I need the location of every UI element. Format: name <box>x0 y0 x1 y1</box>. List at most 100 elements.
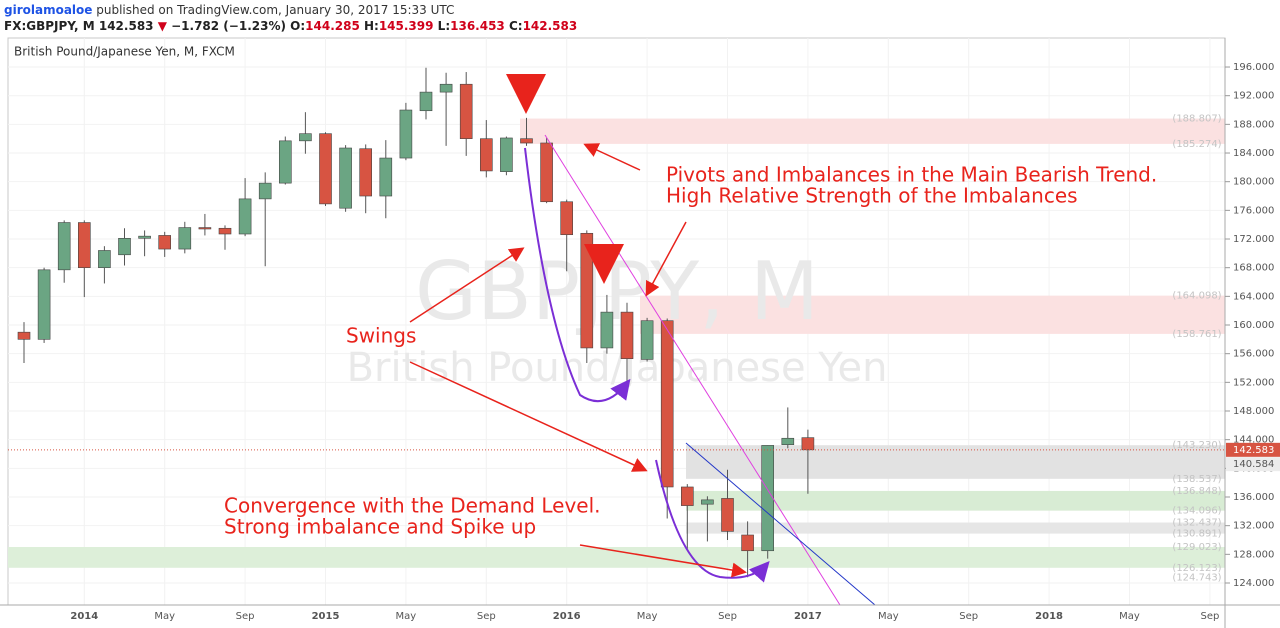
watermark-name: British Pound/Japanese Yen <box>347 345 888 391</box>
trend-line <box>544 134 841 606</box>
y-tick-label: 156.000 <box>1233 349 1274 360</box>
candle-body <box>660 320 674 488</box>
header-text: 136.453 <box>450 19 509 33</box>
y-tick-label: 128.000 <box>1233 549 1274 560</box>
x-tick-label: 2014 <box>70 611 98 622</box>
swing-curve <box>524 147 631 403</box>
y-tick-label: 168.000 <box>1233 263 1274 274</box>
zone <box>686 522 1225 534</box>
zone-label: (132.437) <box>1172 518 1221 529</box>
zone <box>520 118 1225 144</box>
candle-body <box>640 320 654 360</box>
candle-body <box>540 142 553 203</box>
annotation: Strong imbalance and Spike up <box>224 515 536 539</box>
x-tick-label: May <box>637 611 658 622</box>
x-tick-label: 2018 <box>1035 611 1063 622</box>
candle-body <box>761 445 775 552</box>
header-text: C: <box>509 19 523 33</box>
zone-label: (134.096) <box>1172 506 1221 517</box>
candle-body <box>479 138 493 172</box>
x-tick-label: May <box>396 611 417 622</box>
zone-label: (129.023) <box>1172 542 1221 553</box>
level-label: (124.743) <box>1172 573 1221 584</box>
header-text: L: <box>438 19 450 33</box>
header-text: 145.399 <box>379 19 438 33</box>
x-tick-label: Sep <box>959 611 978 622</box>
y-tick-label: 160.000 <box>1233 320 1274 331</box>
candle-body <box>439 83 453 93</box>
header-text: 144.285 <box>305 19 364 33</box>
candle-body <box>118 237 131 256</box>
candle-body <box>78 222 91 268</box>
header-text: O: <box>290 19 305 33</box>
zone-label: (164.098) <box>1172 291 1221 302</box>
zone <box>640 295 1225 334</box>
price-marker-box <box>1226 457 1280 472</box>
y-tick-label: 196.000 <box>1233 62 1274 73</box>
zone <box>8 547 1225 568</box>
candle-body <box>138 235 151 239</box>
header-text: published on TradingView.com, January 30… <box>92 3 454 17</box>
candle-body <box>620 311 634 359</box>
last-price-label: 142.583 <box>1233 445 1274 456</box>
candle-body <box>98 250 111 268</box>
x-tick-label: Sep <box>236 611 255 622</box>
candle-body <box>580 232 594 349</box>
candle-body <box>359 148 373 197</box>
y-tick-label: 152.000 <box>1233 377 1274 388</box>
zone-label: (130.891) <box>1172 529 1221 540</box>
candle-body <box>198 227 212 230</box>
x-tick-label: May <box>154 611 175 622</box>
candle-body <box>379 157 393 197</box>
x-tick-label: May <box>1119 611 1140 622</box>
annotation-arrow <box>409 361 648 472</box>
y-tick-label: 184.000 <box>1233 148 1274 159</box>
x-tick-label: 2015 <box>312 611 340 622</box>
candle-body <box>600 311 614 349</box>
header-text: H: <box>364 19 379 33</box>
chart-title: British Pound/Japanese Yen, M, FXCM <box>14 45 235 59</box>
x-tick-label: 2017 <box>794 611 822 622</box>
annotation-arrow <box>579 544 747 578</box>
candle-body <box>299 133 312 142</box>
y-tick-label: 132.000 <box>1233 521 1274 532</box>
annotation: High Relative Strength of the Imbalances <box>666 184 1078 208</box>
x-tick-label: Sep <box>1200 611 1219 622</box>
annotation: Swings <box>346 324 416 348</box>
y-tick-label: 144.000 <box>1233 435 1274 446</box>
last-price-box <box>1226 442 1280 457</box>
candle-body <box>158 235 171 250</box>
candle-body <box>560 201 574 236</box>
y-tick-label: 192.000 <box>1233 91 1274 102</box>
candle-body <box>701 499 714 505</box>
candle-body <box>218 227 232 235</box>
y-tick-label: 136.000 <box>1233 492 1274 503</box>
header-text: 142.583 <box>523 19 578 33</box>
zone <box>686 445 1225 479</box>
zone <box>686 490 1225 511</box>
header-text: −1.782 (−1.23%) <box>167 19 290 33</box>
candle-body <box>57 222 71 271</box>
x-tick-label: 2016 <box>553 611 581 622</box>
y-tick-label: 172.000 <box>1233 234 1274 245</box>
zone-label: (158.761) <box>1172 329 1221 340</box>
zone-label: (185.274) <box>1172 139 1221 150</box>
header-text: 142.583 <box>99 19 158 33</box>
candle-body <box>419 91 433 112</box>
annotation-arrow <box>409 247 525 323</box>
candle-body <box>178 227 192 250</box>
header-text: FX:GBPJPY, M <box>4 19 99 33</box>
candle-body <box>238 198 252 235</box>
candle-body <box>459 83 473 139</box>
header-line: FX:GBPJPY, M 142.583 ▼ −1.782 (−1.23%) O… <box>4 19 577 33</box>
price-marker-label: 140.584 <box>1233 459 1274 470</box>
y-tick-label: 176.000 <box>1233 205 1274 216</box>
y-tick-label: 164.000 <box>1233 291 1274 302</box>
candle-body <box>721 498 734 532</box>
header-text: ▼ <box>158 19 168 33</box>
x-tick-label: Sep <box>477 611 496 622</box>
candle-body <box>339 147 352 209</box>
candle-body <box>399 109 413 159</box>
annotation: Convergence with the Demand Level. <box>224 494 601 518</box>
